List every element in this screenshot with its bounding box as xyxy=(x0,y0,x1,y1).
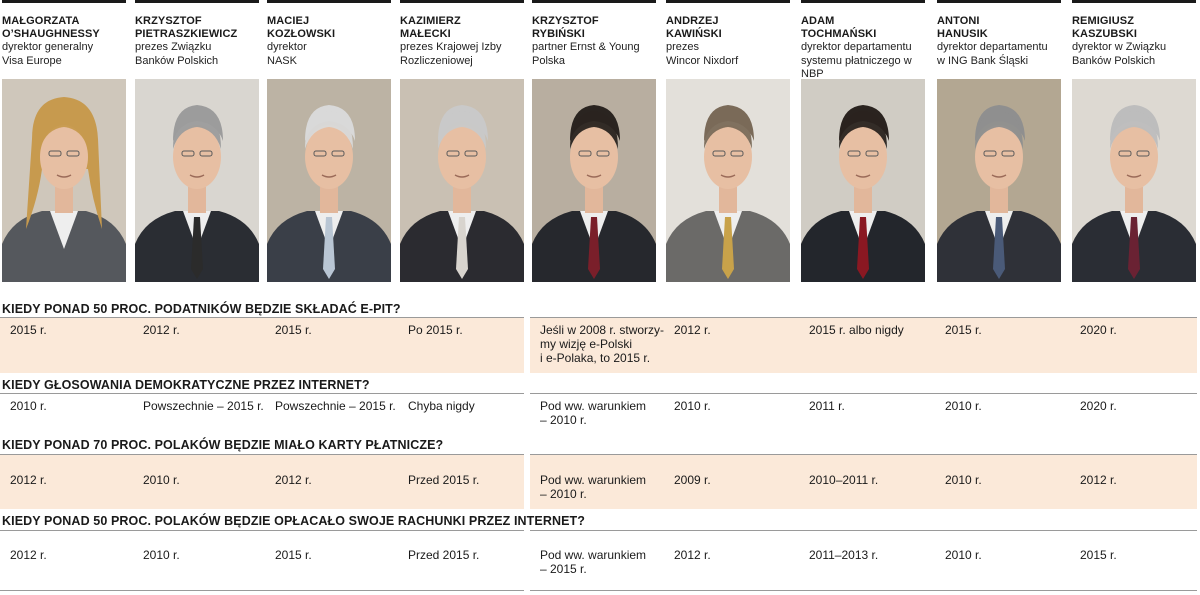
answer-band xyxy=(530,455,1197,509)
person-name: MACIEJ KOZŁOWSKI xyxy=(267,15,336,40)
answer-cell: 2010 r. xyxy=(945,399,982,413)
answer-cell: Pod ww. warunkiem – 2010 r. xyxy=(540,399,647,427)
person-name: MAŁGORZATA O’SHAUGHNESSY xyxy=(2,15,100,40)
person-portrait xyxy=(400,79,524,282)
row-separator xyxy=(530,590,1197,591)
header-rule xyxy=(532,0,656,3)
row-separator xyxy=(530,317,1197,318)
answer-band xyxy=(0,318,524,373)
row-separator xyxy=(530,393,1197,394)
question-heading: KIEDY PONAD 50 PROC. PODATNIKÓW BĘDZIE S… xyxy=(2,302,401,316)
header-rule xyxy=(666,0,790,3)
header-rule xyxy=(135,0,259,3)
person-column: KRZYSZTOF PIETRASZKIEWICZ prezes Związku … xyxy=(135,0,259,68)
person-role: partner Ernst & Young Polska xyxy=(532,41,640,67)
header-rule xyxy=(1072,0,1196,3)
answer-band xyxy=(530,318,1197,373)
answer-cell: 2015 r. xyxy=(275,323,312,337)
row-separator xyxy=(0,393,524,394)
answer-cell: 2012 r. xyxy=(674,323,711,337)
row-separator xyxy=(530,530,1197,531)
person-name: ANDRZEJ KAWIŃSKI xyxy=(666,15,722,40)
person-name: REMIGIUSZ KASZUBSKI xyxy=(1072,15,1138,40)
person-role: dyrektor departamentu systemu płatniczeg… xyxy=(801,41,912,80)
answer-cell: Pod ww. warunkiem – 2010 r. xyxy=(540,473,647,501)
answer-cell: 2010 r. xyxy=(674,399,711,413)
question-heading: KIEDY PONAD 70 PROC. POLAKÓW BĘDZIE MIAŁ… xyxy=(2,438,444,452)
row-separator xyxy=(0,317,524,318)
answer-cell: Powszechnie – 2015 r. xyxy=(143,399,264,413)
answer-cell: 2011 r. xyxy=(809,399,845,413)
answer-cell: 2010 r. xyxy=(945,473,982,487)
person-column: KRZYSZTOF RYBIŃSKI partner Ernst & Young … xyxy=(532,0,656,68)
person-portrait xyxy=(666,79,790,282)
header-rule xyxy=(267,0,391,3)
answer-cell: 2012 r. xyxy=(143,323,180,337)
person-role: prezes Związku Banków Polskich xyxy=(135,41,219,67)
person-name: ADAM TOCHMAŃSKI xyxy=(801,15,877,40)
answer-cell: 2011–2013 r. xyxy=(809,548,879,562)
person-column: KAZIMIERZ MAŁECKI prezes Krajowej Izby Ro… xyxy=(400,0,524,68)
person-column: MAŁGORZATA O’SHAUGHNESSY dyrektor general… xyxy=(2,0,126,68)
person-role: dyrektor generalny Visa Europe xyxy=(2,41,94,67)
answer-cell: 2009 r. xyxy=(674,473,711,487)
answer-cell: Jeśli w 2008 r. stworzy- my wizję e-Pols… xyxy=(540,323,665,365)
person-column: ANTONI HANUSIK dyrektor departamentu w IN… xyxy=(937,0,1061,68)
person-portrait xyxy=(801,79,925,282)
person-role: prezes Wincor Nixdorf xyxy=(666,41,739,67)
answer-cell: 2015 r. albo nigdy xyxy=(809,323,904,337)
person-column: REMIGIUSZ KASZUBSKI dyrektor w Związku Ba… xyxy=(1072,0,1196,68)
header-rule xyxy=(801,0,925,3)
person-column: MACIEJ KOZŁOWSKI dyrektor NASK xyxy=(267,0,391,68)
person-name: ANTONI HANUSIK xyxy=(937,15,988,40)
row-separator xyxy=(0,590,524,591)
person-portrait xyxy=(135,79,259,282)
answer-cell: 2015 r. xyxy=(10,323,47,337)
person-portrait xyxy=(532,79,656,282)
person-portrait xyxy=(937,79,1061,282)
answer-cell: 2020 r. xyxy=(1080,323,1117,337)
person-name: KAZIMIERZ MAŁECKI xyxy=(400,15,461,40)
person-portrait xyxy=(267,79,391,282)
answer-cell: 2015 r. xyxy=(275,548,312,562)
row-separator xyxy=(530,454,1197,455)
answer-cell: 2012 r. xyxy=(10,473,47,487)
answer-cell: 2015 r. xyxy=(1080,548,1117,562)
person-role: dyrektor w Związku Banków Polskich xyxy=(1072,41,1167,67)
answer-band xyxy=(0,455,524,509)
answer-cell: Powszechnie – 2015 r. xyxy=(275,399,396,413)
person-column: ADAM TOCHMAŃSKI dyrektor departamentu sys… xyxy=(801,0,925,82)
answer-cell: 2012 r. xyxy=(275,473,312,487)
person-role: prezes Krajowej Izby Rozliczeniowej xyxy=(400,41,502,67)
question-heading: KIEDY GŁOSOWANIA DEMOKRATYCZNE PRZEZ INT… xyxy=(2,378,370,392)
row-separator xyxy=(0,530,524,531)
answer-cell: 2015 r. xyxy=(945,323,982,337)
answer-cell: Pod ww. warunkiem – 2015 r. xyxy=(540,548,647,576)
header-rule xyxy=(937,0,1061,3)
answer-cell: Przed 2015 r. xyxy=(408,548,480,562)
person-portrait xyxy=(1072,79,1196,282)
answer-cell: 2012 r. xyxy=(10,548,47,562)
answer-cell: Przed 2015 r. xyxy=(408,473,480,487)
person-role: dyrektor departamentu w ING Bank Śląski xyxy=(937,41,1048,67)
question-heading: KIEDY PONAD 50 PROC. POLAKÓW BĘDZIE OPŁA… xyxy=(2,514,585,528)
person-role: dyrektor NASK xyxy=(267,41,307,67)
answer-cell: Po 2015 r. xyxy=(408,323,463,337)
answer-cell: 2010 r. xyxy=(143,473,180,487)
person-column: ANDRZEJ KAWIŃSKI prezes Wincor Nixdorf xyxy=(666,0,790,68)
answer-cell: 2020 r. xyxy=(1080,399,1117,413)
header-rule xyxy=(400,0,524,3)
answer-cell: 2012 r. xyxy=(674,548,711,562)
answer-cell: Chyba nigdy xyxy=(408,399,475,413)
answer-cell: 2010 r. xyxy=(945,548,982,562)
person-name: KRZYSZTOF RYBIŃSKI xyxy=(532,15,599,40)
answer-cell: 2012 r. xyxy=(1080,473,1117,487)
person-portrait xyxy=(2,79,126,282)
row-separator xyxy=(0,454,524,455)
person-name: KRZYSZTOF PIETRASZKIEWICZ xyxy=(135,15,238,40)
answer-cell: 2010–2011 r. xyxy=(809,473,879,487)
header-rule xyxy=(2,0,126,3)
answer-cell: 2010 r. xyxy=(143,548,180,562)
answer-cell: 2010 r. xyxy=(10,399,47,413)
